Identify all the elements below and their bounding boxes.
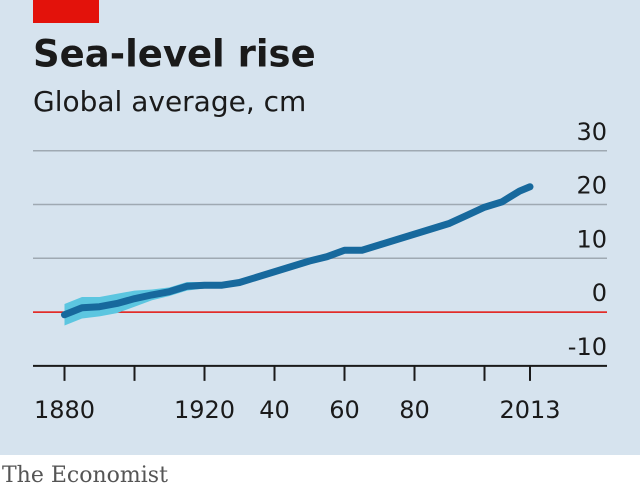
x-tick-label: 60 xyxy=(329,396,360,424)
y-tick-label: 30 xyxy=(576,118,607,146)
y-tick-label: 20 xyxy=(576,172,607,200)
source: The Economist xyxy=(2,463,168,488)
x-tick-label: 1920 xyxy=(174,396,235,424)
chart-subtitle: Global average, cm xyxy=(33,85,306,118)
x-tick-label: 40 xyxy=(259,396,290,424)
x-tick-label: 1880 xyxy=(34,396,95,424)
chart-title: Sea-level rise xyxy=(33,33,316,76)
x-tick-label: 2013 xyxy=(499,396,560,424)
y-tick-label: -10 xyxy=(568,333,607,361)
y-tick-label: 0 xyxy=(592,279,607,307)
chart-background xyxy=(0,0,640,455)
line xyxy=(61,183,534,319)
x-tick-label: 80 xyxy=(399,396,430,424)
y-tick-label: 10 xyxy=(576,225,607,253)
red-tag xyxy=(33,0,99,23)
